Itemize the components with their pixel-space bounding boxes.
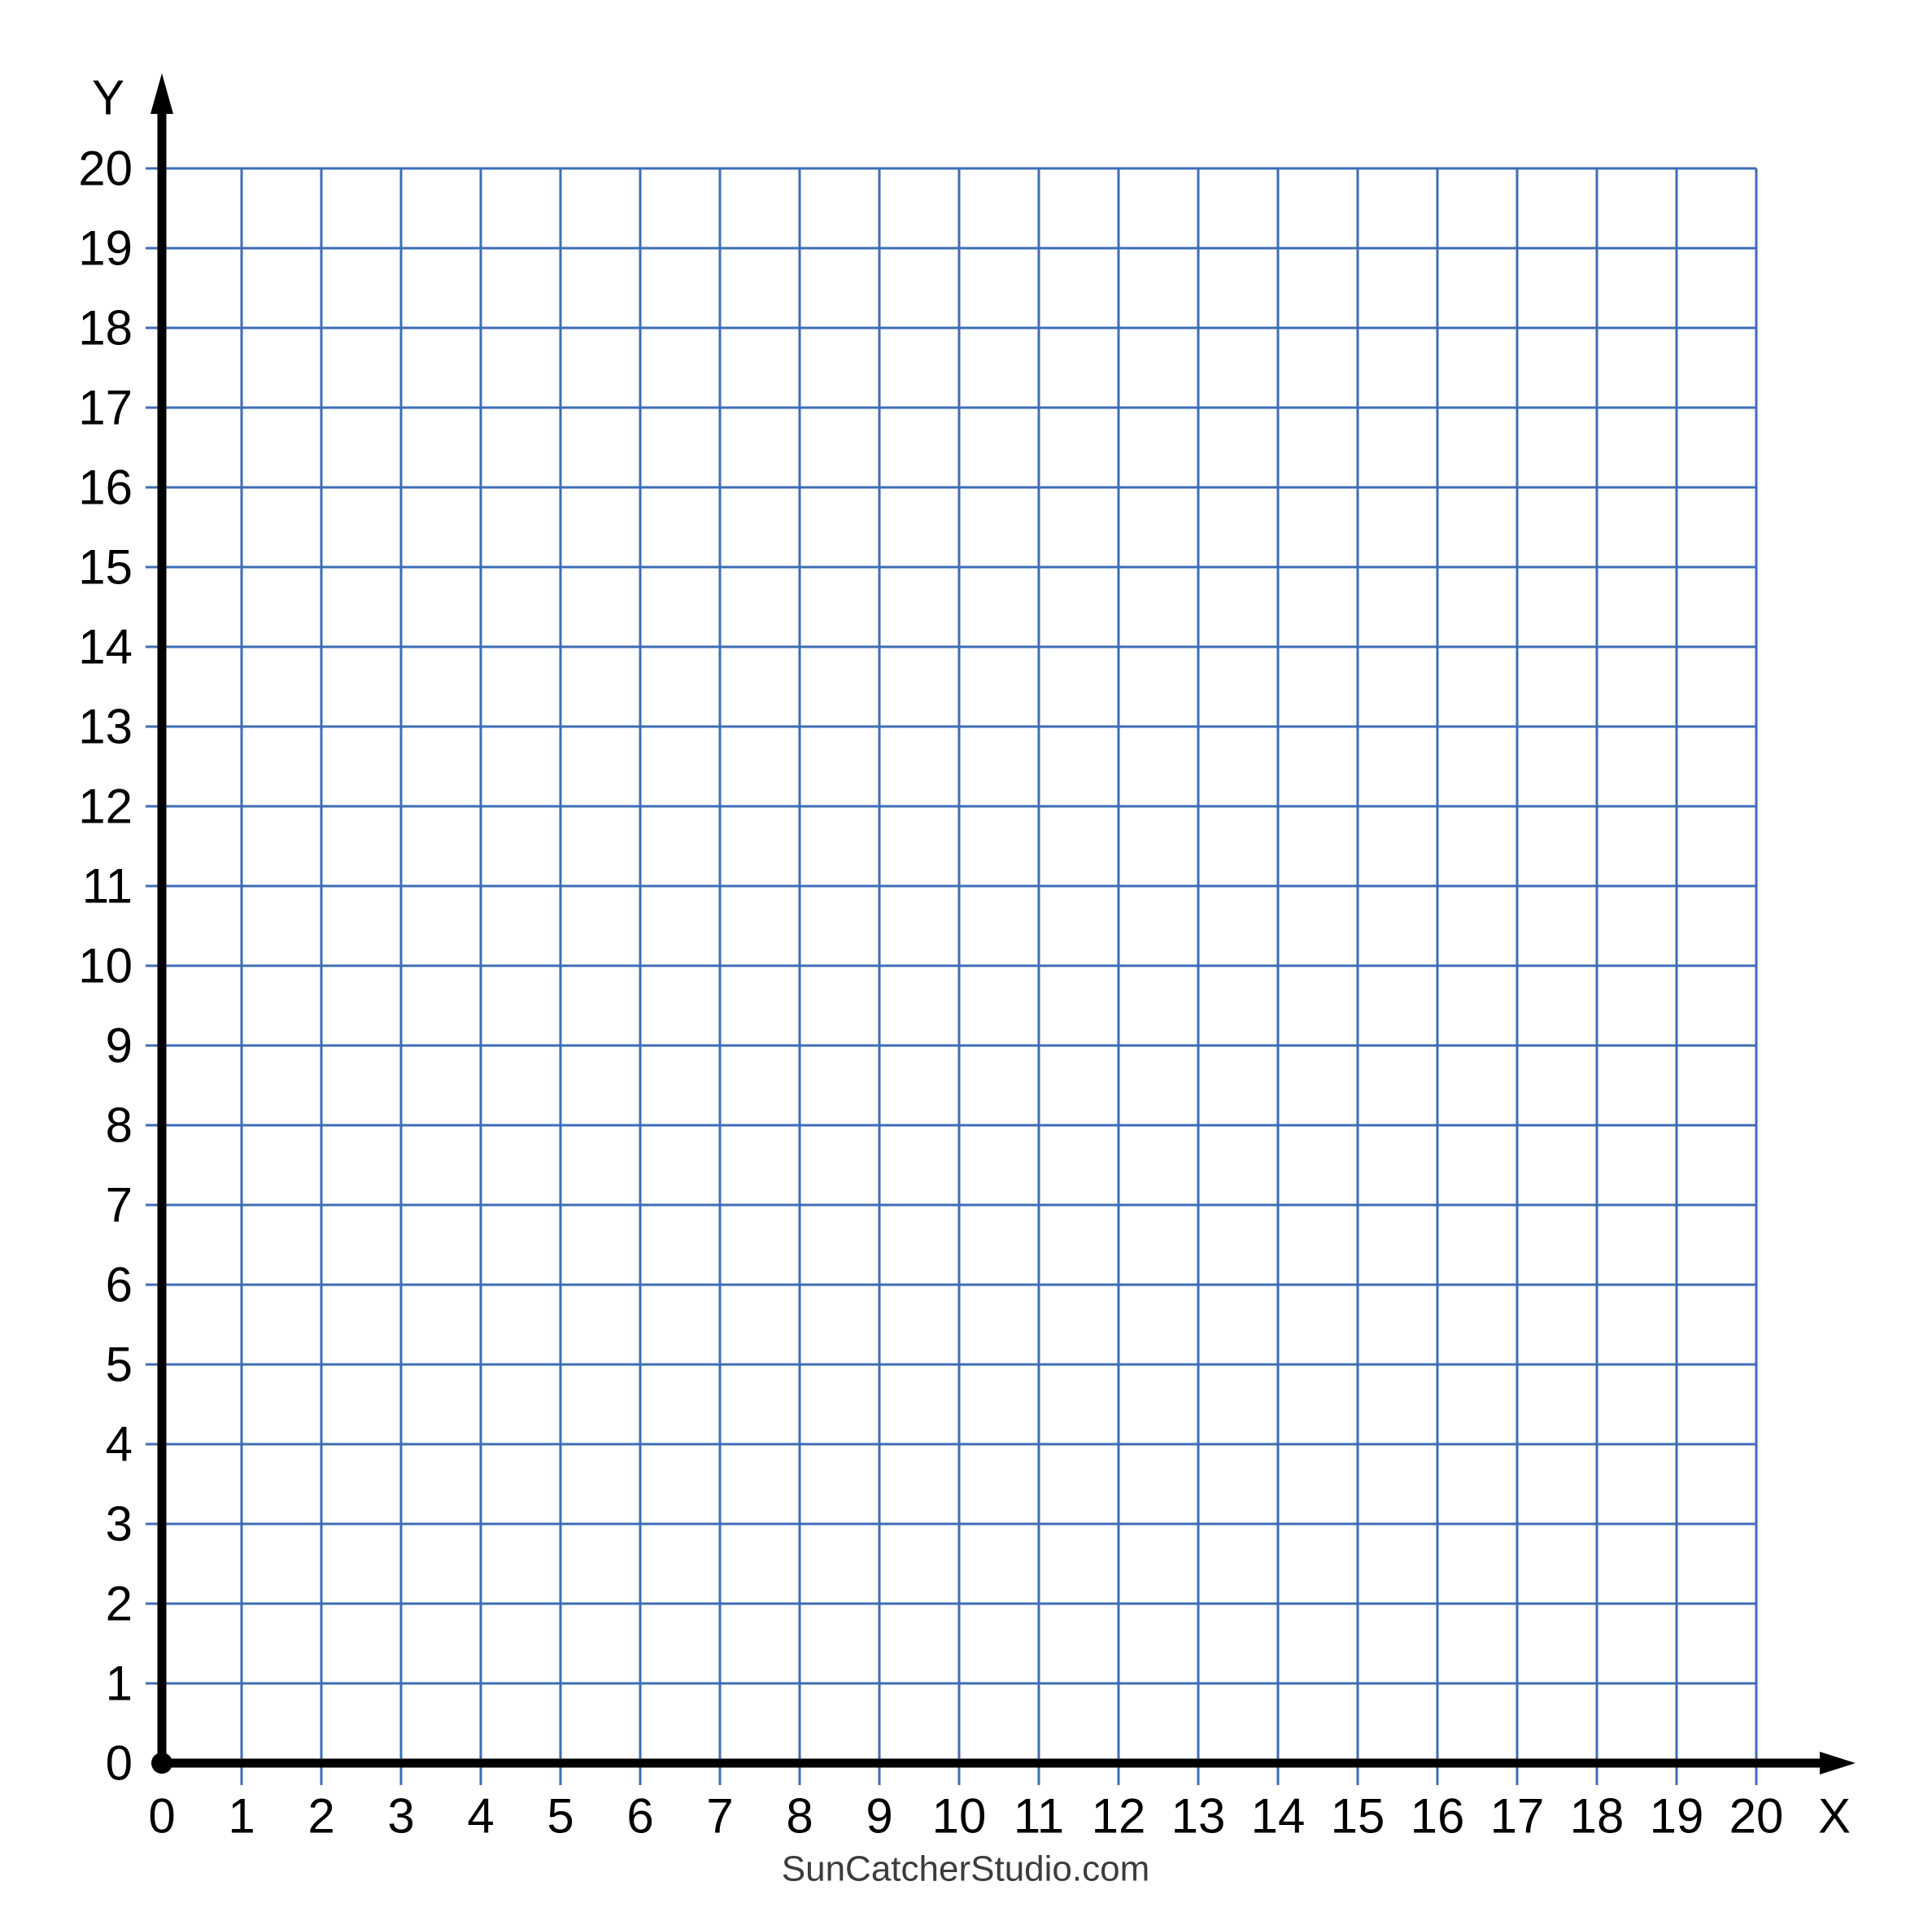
x-tick-label-5: 5 <box>547 1789 573 1844</box>
x-tick-label-6: 6 <box>626 1789 653 1844</box>
x-axis-arrowhead <box>1820 1752 1856 1774</box>
grid-lines <box>146 167 1758 1785</box>
y-tick-label-9: 9 <box>106 1019 133 1073</box>
y-tick-label-14: 14 <box>78 620 133 674</box>
x-tick-label-7: 7 <box>706 1789 733 1844</box>
x-tick-label-1: 1 <box>228 1789 255 1844</box>
y-tick-label-20: 20 <box>78 142 133 196</box>
y-tick-label-10: 10 <box>78 939 133 993</box>
footer-watermark: SunCatcherStudio.com <box>782 1849 1149 1889</box>
x-tick-label-16: 16 <box>1411 1789 1465 1844</box>
x-tick-label-20: 20 <box>1729 1789 1784 1844</box>
y-tick-label-18: 18 <box>78 301 133 356</box>
y-tick-label-19: 19 <box>78 221 133 276</box>
x-tick-label-11: 11 <box>1014 1789 1064 1844</box>
y-tick-label-16: 16 <box>78 461 133 515</box>
y-axis-label: Y <box>92 71 124 125</box>
x-tick-label-8: 8 <box>786 1789 813 1844</box>
y-tick-label-7: 7 <box>106 1178 133 1233</box>
y-tick-label-17: 17 <box>78 381 133 435</box>
x-tick-label-10: 10 <box>932 1789 987 1844</box>
y-axis-arrowhead <box>150 73 173 114</box>
x-axis-label: X <box>1818 1789 1851 1844</box>
x-tick-label-14: 14 <box>1251 1789 1306 1844</box>
x-tick-label-0: 0 <box>148 1789 175 1844</box>
x-tick-label-17: 17 <box>1490 1789 1545 1844</box>
y-tick-label-12: 12 <box>78 779 133 834</box>
x-tick-label-3: 3 <box>387 1789 414 1844</box>
y-tick-label-6: 6 <box>106 1258 133 1312</box>
x-axis-tick-labels: 0 1 2 3 4 5 6 7 8 9 10 11 12 13 14 15 16 17 18 19 20 <box>148 1789 1783 1844</box>
x-tick-label-2: 2 <box>307 1789 334 1844</box>
y-tick-label-3: 3 <box>106 1497 133 1552</box>
x-tick-label-19: 19 <box>1650 1789 1704 1844</box>
x-tick-label-12: 12 <box>1092 1789 1146 1844</box>
y-tick-label-4: 4 <box>106 1417 133 1472</box>
origin-dot <box>151 1753 172 1774</box>
y-tick-label-8: 8 <box>106 1098 133 1153</box>
y-tick-label-15: 15 <box>78 540 133 595</box>
y-tick-label-5: 5 <box>106 1338 133 1392</box>
x-tick-label-18: 18 <box>1570 1789 1625 1844</box>
axes <box>150 73 1856 1774</box>
x-tick-label-15: 15 <box>1331 1789 1385 1844</box>
y-tick-label-1: 1 <box>106 1657 133 1711</box>
x-tick-label-9: 9 <box>866 1789 892 1844</box>
y-tick-label-0: 0 <box>106 1736 133 1791</box>
x-tick-label-13: 13 <box>1171 1789 1226 1844</box>
y-tick-label-2: 2 <box>106 1577 133 1631</box>
y-tick-label-13: 13 <box>78 700 133 754</box>
x-tick-label-4: 4 <box>467 1789 494 1844</box>
y-tick-label-11: 11 <box>82 859 133 914</box>
